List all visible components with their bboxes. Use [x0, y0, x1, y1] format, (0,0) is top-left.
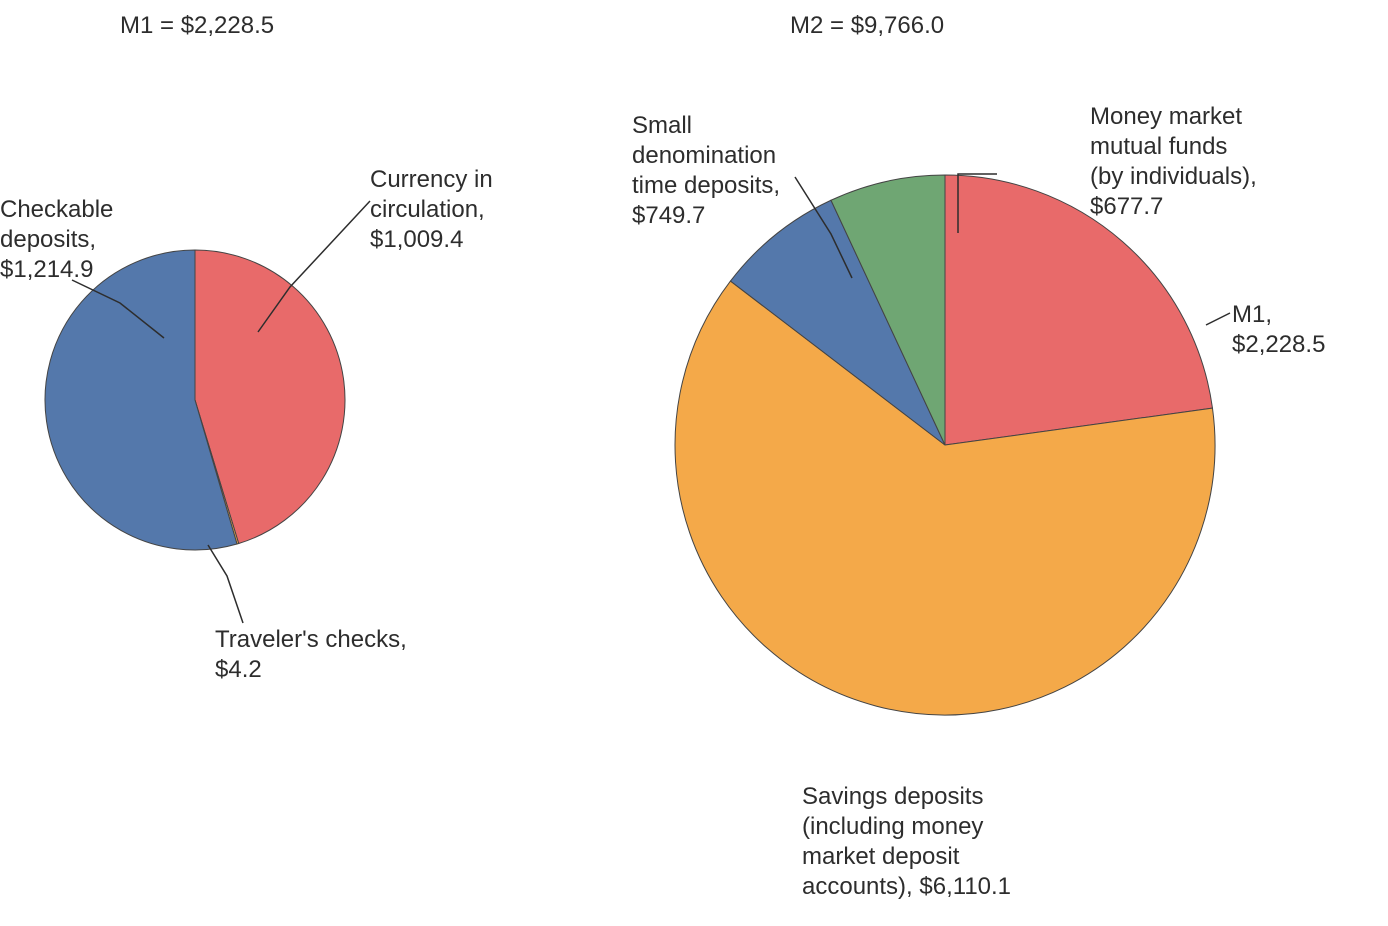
pie-slice: [675, 281, 1215, 715]
label-line: circulation,: [370, 195, 493, 225]
label-line: deposits,: [0, 225, 113, 255]
m2-label-mmmf: Money marketmutual funds(by individuals)…: [1090, 102, 1257, 222]
label-line: $1,214.9: [0, 255, 113, 285]
pie-slice: [45, 250, 237, 550]
label-line: market deposit: [802, 842, 1011, 872]
m1-title: M1 = $2,228.5: [120, 12, 274, 40]
label-line: mutual funds: [1090, 132, 1257, 162]
label-line: (including money: [802, 812, 1011, 842]
m2-label-savings: Savings deposits(including moneymarket d…: [802, 782, 1011, 902]
leader-line: [1206, 313, 1230, 325]
pie-slice: [831, 175, 945, 445]
label-line: Small: [632, 111, 780, 141]
label-line: Money market: [1090, 102, 1257, 132]
leader-line: [258, 201, 370, 332]
label-line: Savings deposits: [802, 782, 1011, 812]
m1-label-travelers: Traveler's checks,$4.2: [215, 625, 407, 685]
label-line: denomination: [632, 141, 780, 171]
leader-line: [208, 545, 243, 623]
label-line: time deposits,: [632, 171, 780, 201]
label-line: $749.7: [632, 201, 780, 231]
leader-line: [958, 174, 997, 233]
label-line: $4.2: [215, 655, 407, 685]
m2-title: M2 = $9,766.0: [790, 12, 944, 40]
label-line: $1,009.4: [370, 225, 493, 255]
label-line: $677.7: [1090, 192, 1257, 222]
pie-slice: [195, 400, 239, 544]
m1-label-checkable: Checkabledeposits,$1,214.9: [0, 195, 113, 285]
pie-slice: [730, 200, 945, 445]
label-line: $2,228.5: [1232, 330, 1325, 360]
m2-label-m1: M1,$2,228.5: [1232, 300, 1325, 360]
label-line: M1,: [1232, 300, 1325, 330]
label-line: Currency in: [370, 165, 493, 195]
label-line: (by individuals),: [1090, 162, 1257, 192]
leader-line: [72, 280, 164, 338]
label-line: accounts), $6,110.1: [802, 872, 1011, 902]
m2-label-smalldenom: Smalldenominationtime deposits,$749.7: [632, 111, 780, 231]
label-line: Traveler's checks,: [215, 625, 407, 655]
pie-slice: [195, 250, 345, 543]
leader-line: [795, 177, 852, 278]
label-line: Checkable: [0, 195, 113, 225]
m1-label-currency: Currency incirculation,$1,009.4: [370, 165, 493, 255]
